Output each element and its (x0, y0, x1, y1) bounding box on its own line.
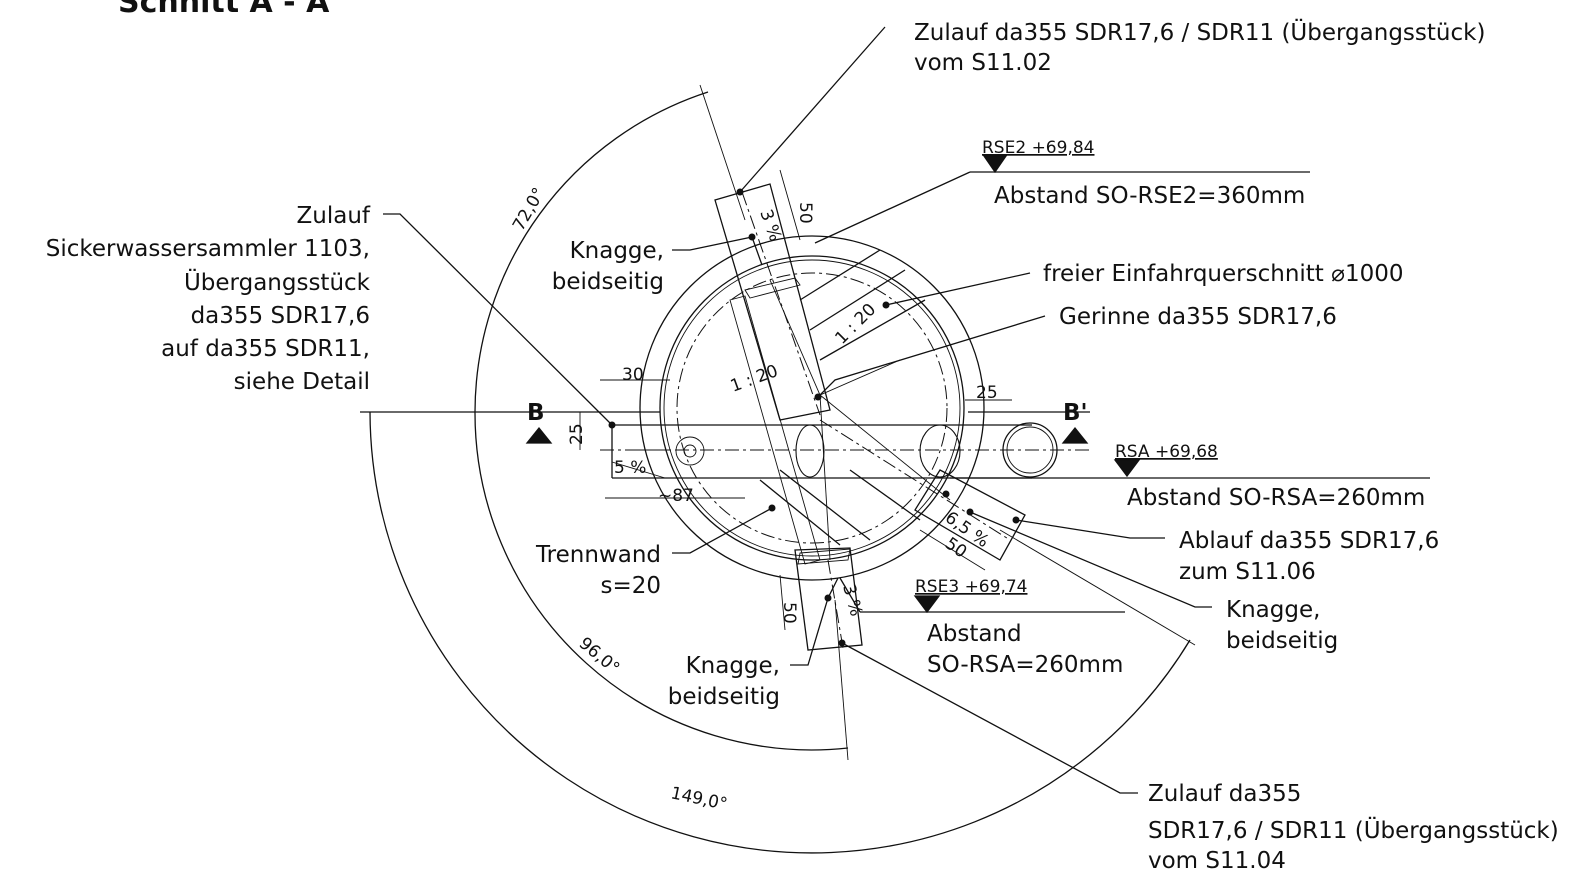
callout-text: freier Einfahrquerschnitt ⌀1000 (1043, 261, 1404, 287)
drawing: Schnitt A - A (0, 0, 1586, 884)
dimension-label: 25 (567, 423, 587, 445)
dimension-label: 3 % (838, 582, 866, 618)
callout-text: Abstand SO-RSA=260mm (1127, 485, 1425, 511)
callout-text: vom S11.04 (1148, 848, 1286, 874)
callout-text: zum S11.06 (1179, 559, 1316, 585)
dimension-label: 1 : 20 (728, 361, 781, 397)
circle (815, 394, 822, 401)
callout-text: beidseitig (552, 269, 664, 295)
callout-text: Trennwand (535, 542, 661, 568)
circle (677, 273, 947, 543)
circle (684, 445, 696, 457)
circle (943, 491, 950, 498)
line (1000, 530, 1195, 645)
dimension-label: 5 % (614, 458, 646, 478)
callout-text: beidseitig (1226, 628, 1338, 654)
ellipse (796, 425, 824, 477)
callout-text: Abstand (927, 621, 1022, 647)
callout-text: Knagge, (686, 653, 780, 679)
callout-text: beidseitig (668, 684, 780, 710)
dimension-label: 96,0° (575, 634, 623, 679)
title: Schnitt A - A (118, 0, 330, 20)
dimension-label: 25 (976, 383, 998, 403)
callout-text: RSE2 +69,84 (982, 138, 1094, 158)
dimension-label: 1 : 20 (831, 300, 880, 349)
leader-line (1016, 520, 1165, 538)
circle (967, 509, 974, 516)
shape (527, 428, 551, 443)
callouts: Zulauf da355 SDR17,6 / SDR11 (Übergangss… (46, 18, 1559, 874)
callout-text: siehe Detail (234, 369, 370, 395)
line (800, 250, 880, 300)
callout-text: Zulauf da355 (1148, 781, 1301, 807)
shape (984, 156, 1006, 172)
shape (745, 278, 800, 298)
callout-text: Ablauf da355 SDR17,6 (1179, 528, 1439, 554)
leader-line (672, 237, 762, 265)
shape (1115, 460, 1139, 476)
dimension-label: 3 % (755, 207, 785, 244)
callout-text: RSE3 +69,74 (915, 577, 1027, 597)
circle (609, 422, 616, 429)
circle (749, 234, 756, 241)
circle (640, 236, 984, 580)
shape (1063, 428, 1087, 443)
callout-text: Zulauf da355 SDR17,6 / SDR11 (Übergangss… (914, 18, 1485, 46)
dimension-label: 50 (779, 602, 799, 624)
dimension-label: ~87 (658, 486, 694, 506)
group: Zulauf Sickerwassersammler 1103, Übergan… (46, 203, 780, 710)
callout-text: auf da355 SDR11, (161, 336, 370, 362)
circle (1013, 517, 1020, 524)
callout-text: Zulauf (297, 203, 371, 229)
geometry (360, 27, 1430, 853)
circle (825, 595, 832, 602)
circle (660, 256, 964, 560)
callout-text: vom S11.02 (914, 50, 1052, 76)
circle (883, 302, 890, 309)
callout-text: SO-RSA=260mm (927, 652, 1123, 678)
circle (769, 505, 776, 512)
dimension-label: 30 (622, 365, 644, 385)
dimension-label: 149,0° (669, 783, 729, 814)
callout-text: Übergangsstück (184, 268, 371, 296)
circle (664, 260, 960, 556)
callout-text: RSA +69,68 (1115, 442, 1218, 462)
callout-text: B' (1063, 400, 1088, 426)
circle (737, 189, 744, 196)
shape (915, 596, 939, 612)
callout-text: Sickerwassersammler 1103, (46, 236, 370, 262)
group (760, 250, 925, 545)
callout-text: SDR17,6 / SDR11 (Übergangsstück) (1148, 816, 1559, 844)
line (700, 85, 745, 220)
callout-text: B (527, 400, 545, 426)
callout-text: Gerinne da355 SDR17,6 (1059, 304, 1337, 330)
circle (676, 437, 704, 465)
line (835, 600, 848, 760)
callout-text: Knagge, (570, 238, 664, 264)
callout-text: s=20 (600, 573, 661, 599)
arc (820, 395, 950, 500)
leader-line (815, 172, 970, 243)
leader-line (740, 27, 885, 192)
callout-text: da355 SDR17,6 (191, 303, 370, 329)
callout-text: Abstand SO-RSE2=360mm (994, 183, 1305, 209)
dimension-label: 50 (795, 202, 815, 224)
callout-text: Knagge, (1226, 597, 1320, 623)
circle (839, 640, 846, 647)
